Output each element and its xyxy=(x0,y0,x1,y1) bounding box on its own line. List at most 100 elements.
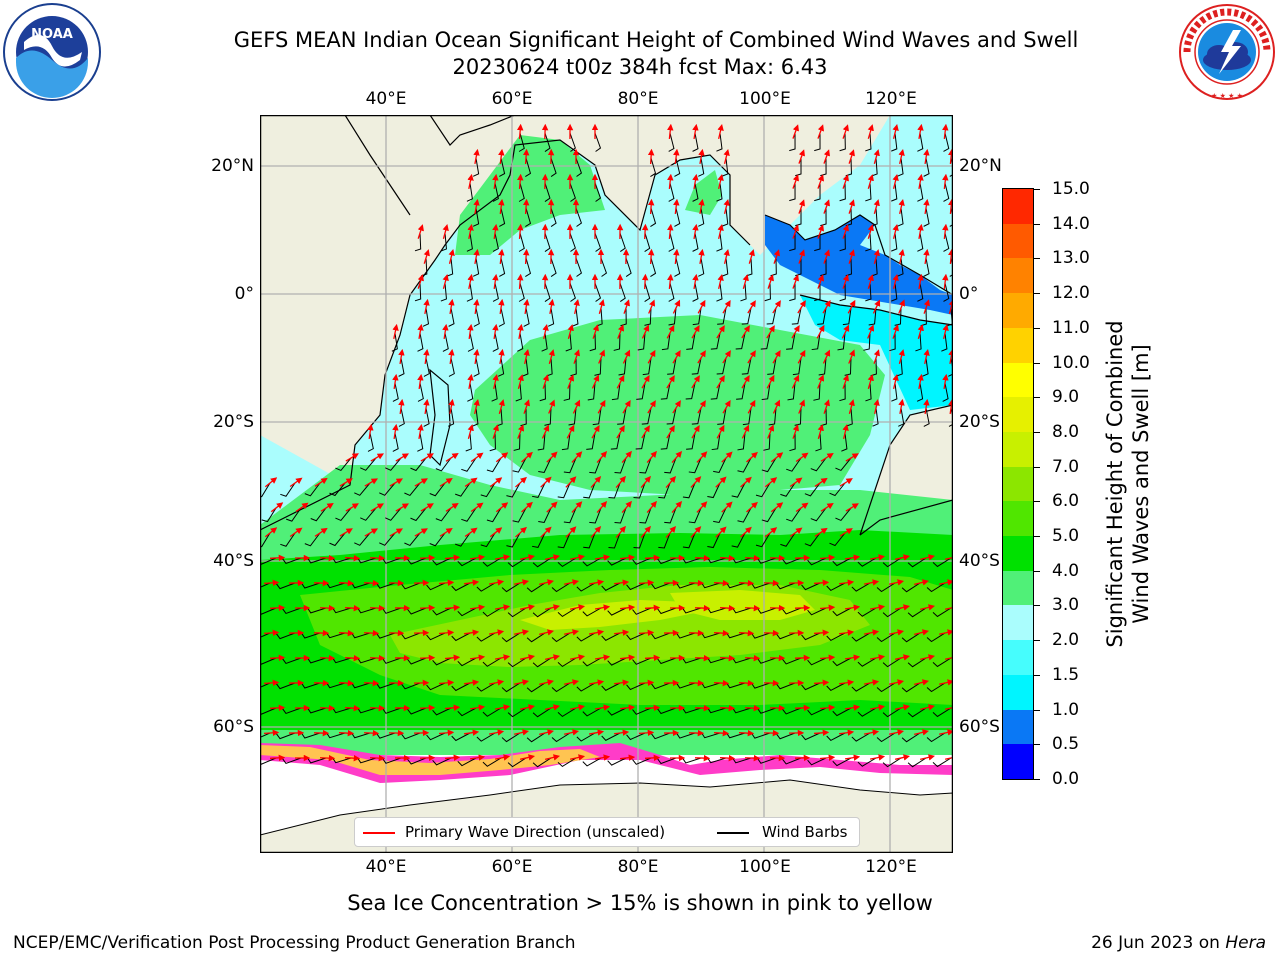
wind-barb xyxy=(512,457,527,473)
wind-barb xyxy=(829,532,846,547)
wind-barb xyxy=(379,482,396,496)
wave-direction-arrow xyxy=(467,323,474,340)
wave-direction-arrow xyxy=(473,148,480,165)
wave-direction-arrow xyxy=(370,503,385,512)
wave-direction-arrow xyxy=(842,224,849,239)
wind-barb xyxy=(497,357,505,377)
wind-barb xyxy=(392,432,399,452)
wave-direction-arrow xyxy=(563,729,580,736)
wind-barb xyxy=(692,282,699,302)
ocean-region-indonesia-shallow xyxy=(765,215,953,315)
wind-barb xyxy=(674,157,681,177)
wave-direction-arrow xyxy=(467,223,474,240)
wind-barb xyxy=(354,532,371,546)
wind-barb xyxy=(360,457,377,471)
wave-direction-arrow xyxy=(588,629,605,636)
wind-barb xyxy=(417,432,424,452)
wave-direction-arrow xyxy=(895,654,911,661)
wave-direction-arrow xyxy=(539,579,555,586)
wind-barb xyxy=(410,457,427,472)
wind-barb xyxy=(507,757,527,768)
wave-direction-arrow xyxy=(948,248,953,265)
wind-barb xyxy=(467,332,474,352)
wave-direction-arrow xyxy=(417,373,424,390)
wind-barb xyxy=(608,532,621,549)
wave-direction-arrow xyxy=(423,398,430,415)
wave-direction-arrow xyxy=(615,475,626,489)
wave-direction-arrow xyxy=(448,249,455,264)
wind-barb xyxy=(280,482,296,497)
wind-barb xyxy=(839,282,846,302)
wind-barb xyxy=(329,482,346,497)
wind-barb xyxy=(639,457,652,474)
wind-barb xyxy=(943,232,950,252)
wave-direction-arrow xyxy=(567,324,574,339)
wind-barb xyxy=(563,382,571,401)
colorbar-tick-label: 9.0 xyxy=(1052,387,1080,408)
wind-barb xyxy=(780,482,796,497)
ocean-region-max-core-east xyxy=(670,590,815,620)
wind-barb xyxy=(760,332,771,350)
wave-direction-arrow xyxy=(713,679,730,687)
wind-barb xyxy=(435,457,452,472)
wave-direction-arrow xyxy=(641,374,650,389)
wave-direction-arrow xyxy=(521,501,533,513)
wave-direction-arrow xyxy=(767,424,775,439)
lon-tick-top-100e: 100°E xyxy=(739,89,791,109)
colorbar-segment xyxy=(1003,639,1033,675)
wave-direction-arrow xyxy=(515,476,527,488)
wind-barb xyxy=(557,532,571,549)
wind-barb xyxy=(826,632,846,642)
wind-barb xyxy=(626,732,646,741)
wave-direction-arrow xyxy=(613,729,630,736)
wind-barb xyxy=(865,282,872,302)
wave-direction-arrow xyxy=(616,374,625,389)
wave-direction-arrow xyxy=(719,604,736,612)
wind-barb xyxy=(658,532,671,549)
colorbar-tick-label: 3.0 xyxy=(1052,595,1080,616)
wind-barb xyxy=(417,382,424,402)
wind-barb xyxy=(432,707,452,716)
colorbar-tick-label: 15.0 xyxy=(1052,179,1090,199)
wave-direction-arrow xyxy=(744,604,761,612)
wave-direction-arrow xyxy=(546,451,558,463)
wind-barb xyxy=(666,407,677,425)
wave-direction-arrow xyxy=(345,503,359,512)
wind-barb xyxy=(851,732,871,742)
wave-direction-arrow xyxy=(838,579,855,586)
colorbar-segment xyxy=(1003,223,1033,259)
wind-barb xyxy=(932,657,952,668)
wind-barb xyxy=(780,532,796,547)
wind-barb xyxy=(304,532,321,547)
wave-direction-arrow xyxy=(920,704,936,711)
wind-barb xyxy=(557,707,577,718)
wave-direction-arrow xyxy=(438,679,455,687)
wind-barb xyxy=(492,282,499,302)
wind-barb xyxy=(261,507,277,523)
wave-direction-arrow xyxy=(716,325,725,339)
wind-barb xyxy=(632,607,652,615)
wind-barb xyxy=(589,457,602,474)
wind-barb xyxy=(691,407,702,425)
wind-barb xyxy=(737,457,752,473)
wave-direction-arrow xyxy=(867,374,874,389)
wave-direction-arrow xyxy=(363,629,380,637)
wind-barb xyxy=(260,757,277,765)
wind-barb xyxy=(461,457,477,472)
wave-direction-arrow xyxy=(594,654,611,661)
wind-barb xyxy=(601,582,621,591)
wave-direction-arrow xyxy=(817,224,824,239)
wind-barb xyxy=(501,682,521,693)
wave-direction-arrow xyxy=(823,149,830,164)
wave-direction-arrow xyxy=(873,398,880,414)
wave-direction-arrow xyxy=(713,579,730,587)
wind-barb xyxy=(586,432,596,450)
wind-barb xyxy=(506,482,521,498)
wave-direction-arrow xyxy=(673,148,680,165)
wave-direction-arrow xyxy=(798,149,805,164)
wind-barb xyxy=(716,357,727,375)
wind-barb xyxy=(668,307,677,326)
colorbar-segment xyxy=(1003,362,1033,398)
wind-barb xyxy=(538,457,552,474)
wave-direction-arrow xyxy=(822,299,831,314)
